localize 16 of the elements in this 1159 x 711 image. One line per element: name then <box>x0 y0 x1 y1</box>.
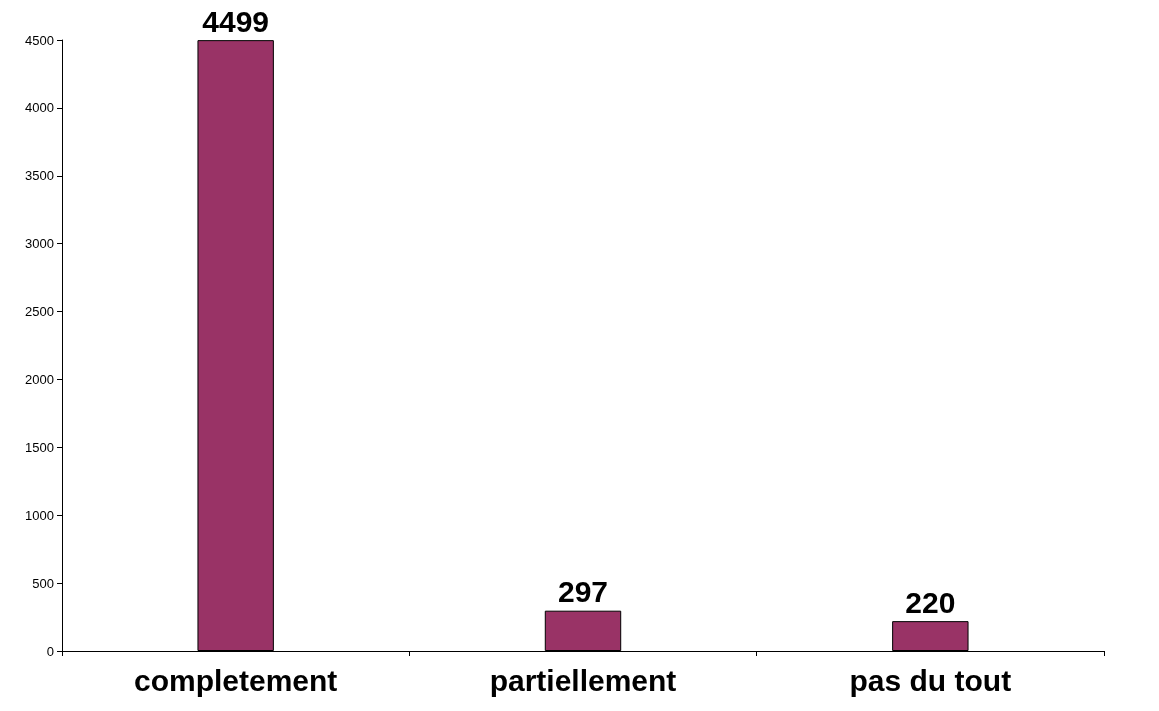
y-tick-label: 1000 <box>25 507 54 523</box>
y-tick-label: 1500 <box>25 439 54 455</box>
y-tick-label: 2500 <box>25 304 54 320</box>
x-tick-label: partiellement <box>489 663 677 697</box>
data-label: 297 <box>557 575 609 609</box>
data-label: 220 <box>905 585 956 619</box>
y-tick-label: 4000 <box>25 100 54 116</box>
y-tick-label: 0 <box>46 643 54 659</box>
y-tick-label: 500 <box>32 575 54 591</box>
data-label: 4499 <box>202 4 270 38</box>
y-tick-label: 3500 <box>25 168 54 184</box>
y-tick-label: 2000 <box>25 371 54 387</box>
x-tick-label: pas du tout <box>849 663 1012 697</box>
y-tick-label: 3000 <box>25 236 54 252</box>
y-tick-label: 4500 <box>25 32 54 48</box>
x-tick-label: completement <box>133 663 338 697</box>
